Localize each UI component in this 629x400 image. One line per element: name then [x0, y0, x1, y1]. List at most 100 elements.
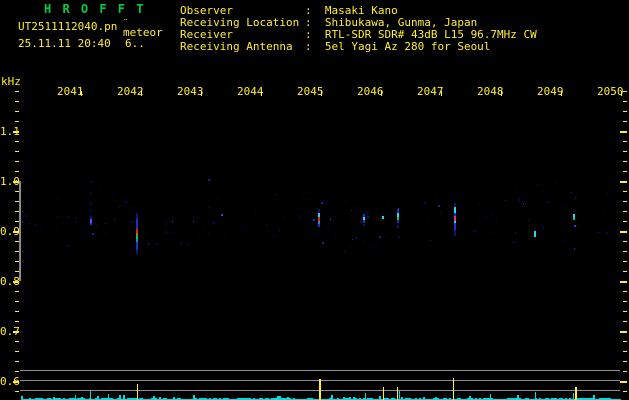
time-tick [201, 91, 202, 96]
level-baseline-bar [337, 398, 339, 400]
noise-dot [299, 217, 300, 218]
noise-dot [562, 210, 563, 211]
level-baseline-bar [561, 398, 563, 400]
freq-minor-tick [15, 241, 19, 242]
freq-minor-tick [15, 371, 19, 372]
level-baseline-bar [577, 398, 579, 400]
level-baseline-bar [385, 398, 387, 400]
info-label: Receiving Location [180, 16, 300, 29]
noise-dot [385, 217, 386, 218]
noise-dot [571, 192, 572, 193]
level-baseline-bar [215, 398, 217, 400]
level-baseline-bar [491, 398, 493, 400]
freq-major-tick [13, 131, 19, 133]
noise-dot [345, 251, 346, 252]
echo-mark [363, 217, 365, 220]
noise-dot [255, 211, 256, 212]
level-baseline-bar [279, 396, 281, 400]
level-baseline-bar [555, 398, 557, 400]
freq-major-tick [13, 281, 19, 283]
noise-dot [266, 225, 267, 226]
noise-dot [379, 236, 381, 238]
freq-minor-tick-right [623, 291, 627, 292]
level-baseline-bar [589, 398, 591, 400]
noise-dot [166, 224, 167, 225]
level-baseline-bar [509, 398, 511, 400]
level-baseline-bar [553, 398, 555, 400]
time-tick-label: 2045 [297, 85, 324, 98]
noise-dot [547, 201, 549, 203]
noise-dot [368, 245, 369, 246]
echo-mark [90, 216, 92, 219]
echo-mark [318, 213, 320, 217]
level-baseline-bar [247, 398, 249, 400]
level-baseline-bar [443, 398, 445, 400]
echo-side-dot [360, 221, 362, 223]
level-baseline-bar [479, 398, 481, 400]
info-value: : Shibukawa, Gunma, Japan [305, 16, 478, 29]
echo-mark [90, 210, 92, 212]
noise-dot [485, 217, 486, 218]
noise-dot [523, 203, 524, 204]
noise-dot [142, 218, 143, 219]
echo-mark [397, 217, 399, 220]
freq-minor-tick [15, 341, 19, 342]
level-baseline-bar [433, 398, 435, 400]
echo-mark [454, 203, 456, 207]
noise-dot [355, 237, 357, 239]
noise-dot [458, 217, 459, 218]
noise-dot [350, 221, 351, 222]
level-baseline-bar [471, 398, 473, 400]
level-baseline-bar [401, 397, 403, 400]
freq-minor-tick-right [623, 311, 627, 312]
level-baseline-bar [109, 398, 111, 400]
level-baseline-bar [95, 398, 97, 400]
freq-minor-tick-right [623, 171, 627, 172]
level-baseline-bar [173, 397, 175, 400]
level-spike [365, 393, 366, 400]
noise-dot [126, 220, 127, 221]
info-value: : RTL-SDR SDR# 43dB L15 96.7MHz CW [305, 28, 537, 41]
noise-dot [385, 214, 386, 215]
noise-dot [166, 222, 167, 223]
level-baseline-bar [219, 398, 221, 400]
level-baseline-bar [105, 398, 107, 400]
level-baseline-bar [55, 398, 57, 400]
noise-dot [76, 222, 77, 223]
noise-dot [208, 233, 209, 234]
freq-minor-tick-right [623, 221, 627, 222]
level-baseline-bar [201, 398, 203, 400]
level-baseline-bar [483, 398, 485, 400]
freq-major-tick [13, 231, 19, 233]
level-baseline-bar [609, 398, 611, 400]
freq-minor-tick-right [623, 101, 627, 102]
noise-dot [301, 215, 302, 216]
noise-dot [243, 229, 244, 230]
echo-side-dot [313, 219, 315, 221]
noise-dot [335, 235, 336, 236]
time-tick-label: 2042 [117, 85, 144, 98]
level-baseline-bar [569, 398, 571, 400]
noise-dot [22, 222, 23, 223]
freq-minor-tick-right [623, 251, 627, 252]
noise-dot [208, 207, 209, 208]
freq-minor-tick-right [623, 161, 627, 162]
level-baseline-bar [409, 398, 411, 400]
noise-dot [330, 219, 331, 220]
noise-dot [509, 244, 510, 245]
level-baseline-bar [239, 398, 241, 400]
level-baseline-bar [517, 395, 519, 400]
freq-major-tick-right [620, 381, 627, 383]
level-baseline-bar [287, 397, 289, 400]
noise-dot [125, 201, 127, 203]
level-baseline-bar [199, 398, 201, 400]
noise-dot [494, 232, 495, 233]
freq-major-tick-right [620, 131, 627, 133]
level-baseline-bar [449, 398, 451, 400]
noise-dot [327, 227, 328, 228]
noise-dot [83, 229, 84, 230]
noise-dot [178, 251, 179, 252]
freq-minor-tick [15, 261, 19, 262]
level-baseline-bar [545, 398, 547, 400]
level-baseline-bar [593, 395, 595, 400]
